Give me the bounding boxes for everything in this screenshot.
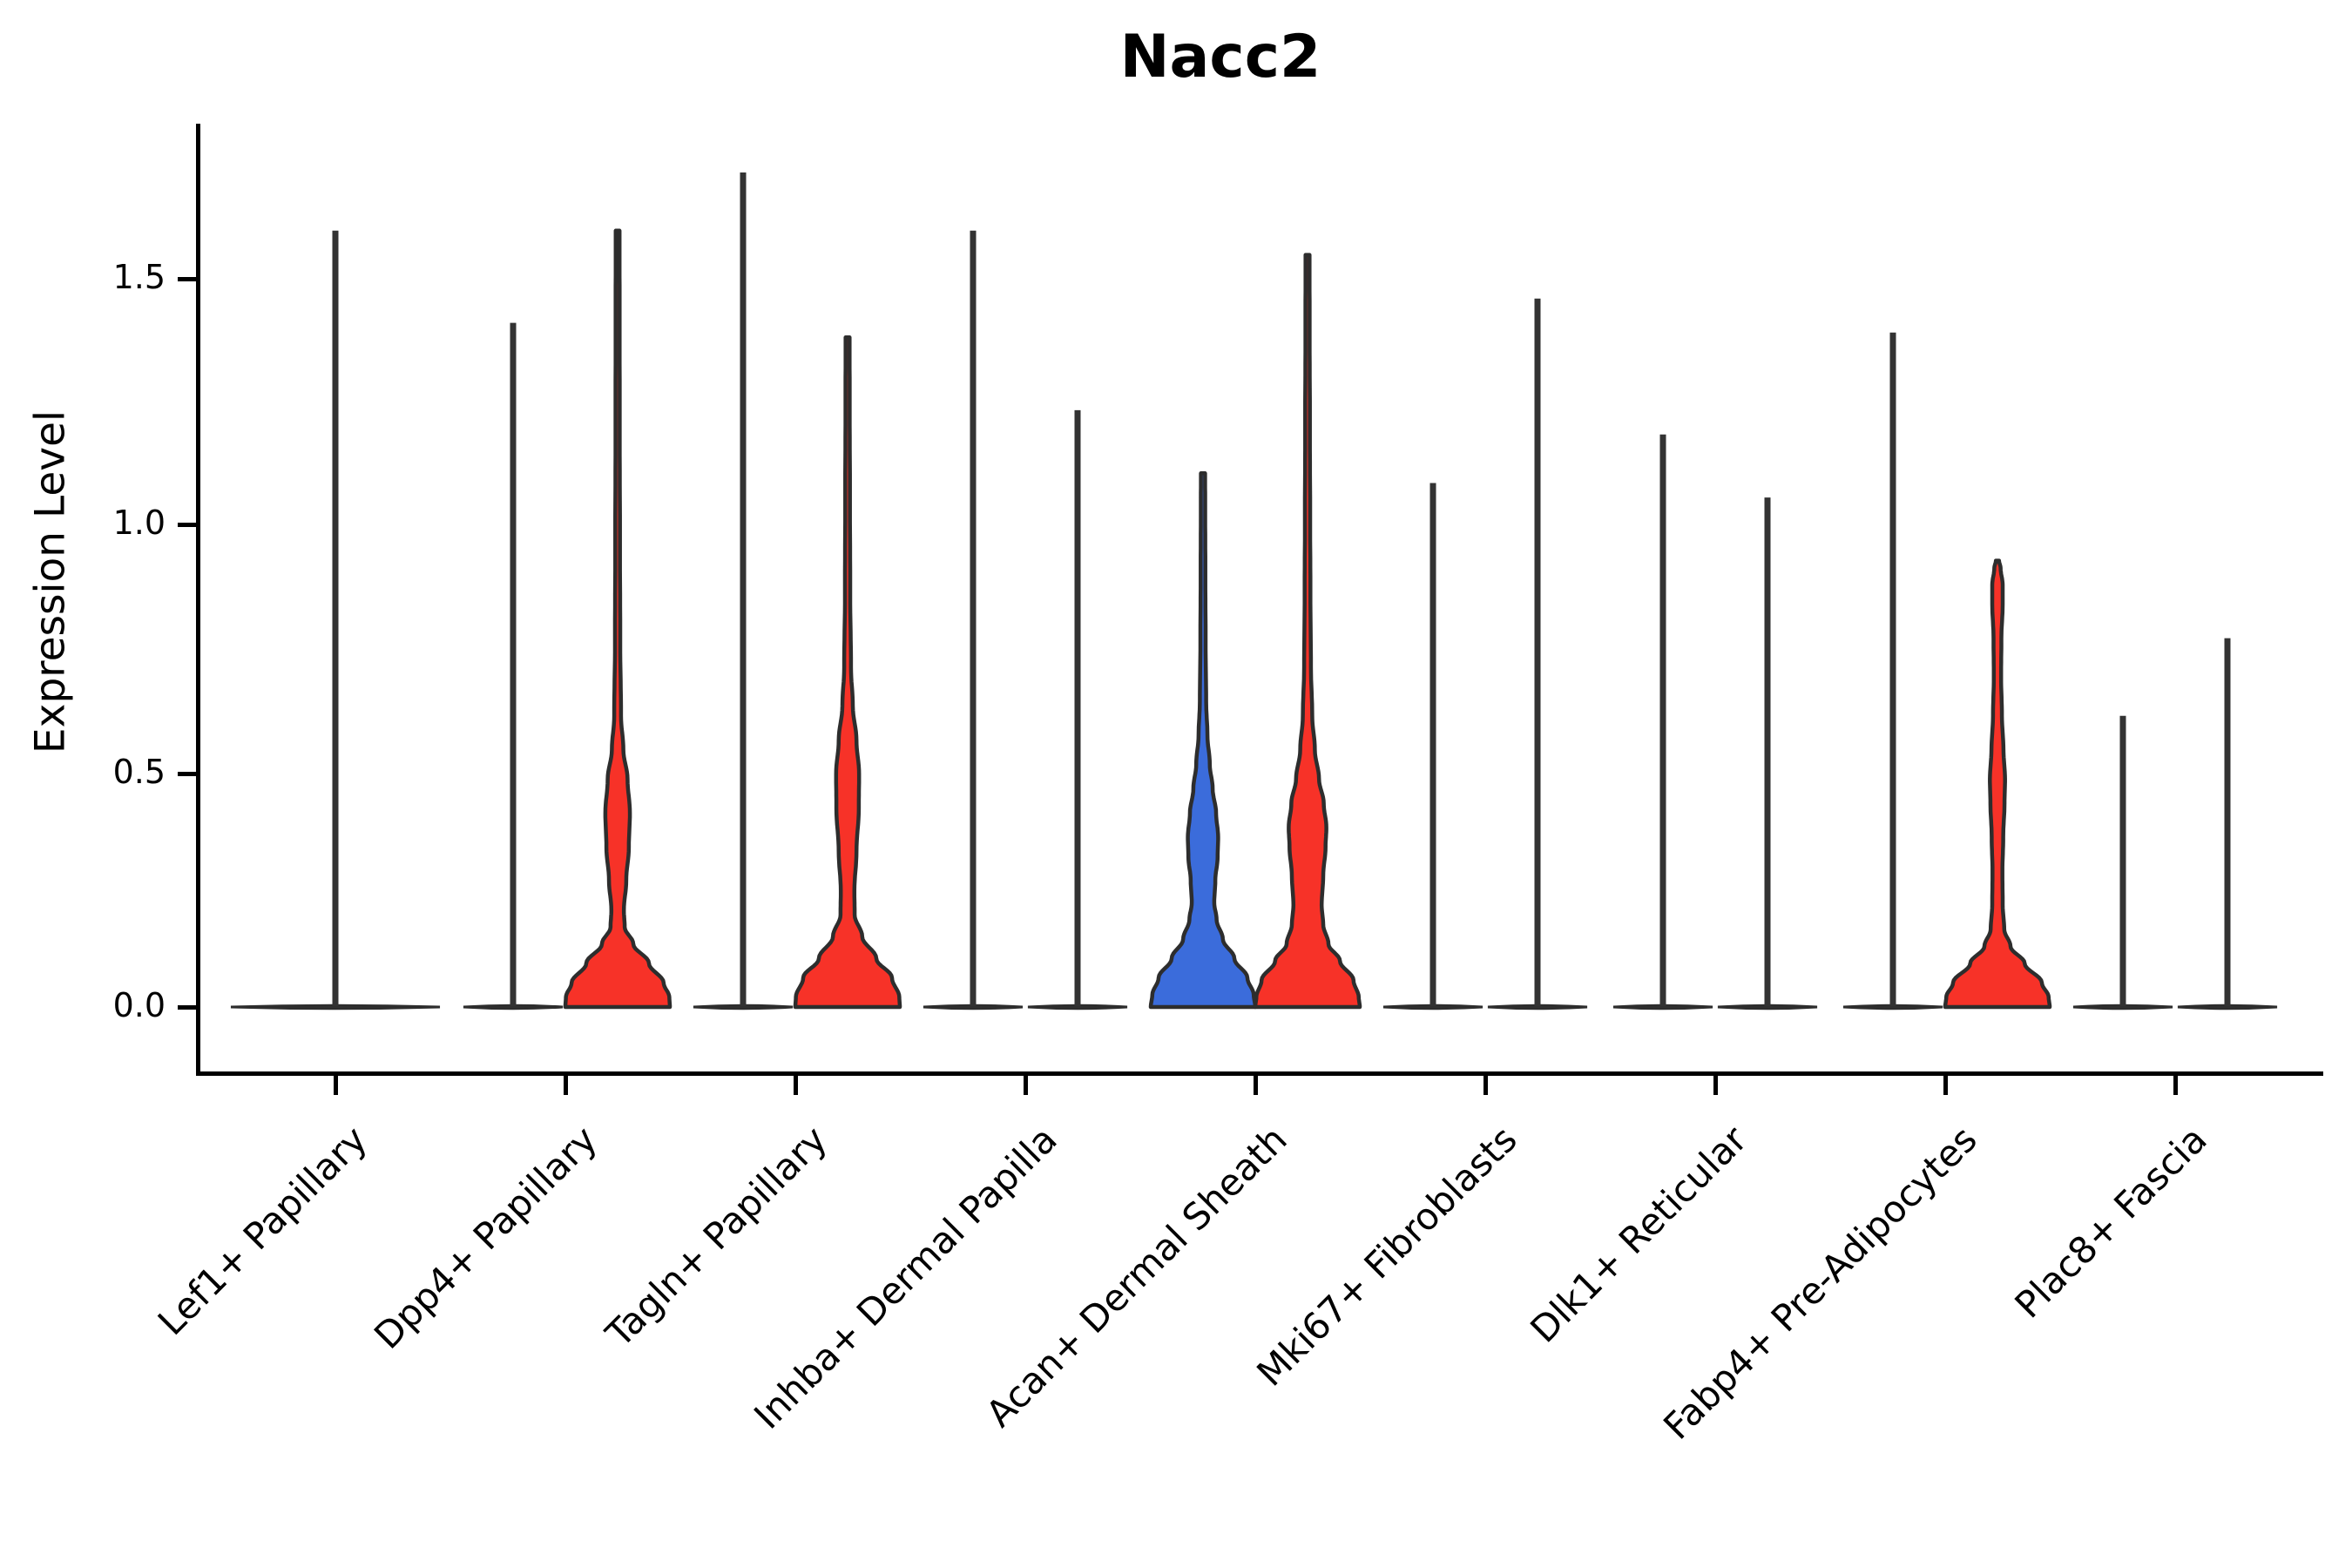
y-tick-mark: [178, 1005, 199, 1010]
y-axis-spine: [196, 124, 200, 1076]
x-tick-mark: [1713, 1076, 1718, 1095]
x-tick-mark: [1484, 1076, 1488, 1095]
violin-flat-base: [1842, 1004, 1943, 1010]
x-tick-mark: [2173, 1076, 2178, 1095]
violin-flat-base: [1027, 1004, 1128, 1010]
violin-flat-base: [1717, 1004, 1818, 1010]
y-tick-label: 0.0: [112, 986, 166, 1024]
y-tick-label: 1.5: [112, 258, 166, 296]
violin-flat-base: [463, 1004, 564, 1010]
x-axis-spine: [196, 1071, 2323, 1076]
violin-body: [1943, 558, 2052, 1010]
x-tick-mark: [334, 1076, 338, 1095]
violin-flat-base: [2177, 1004, 2278, 1010]
violin-body: [563, 228, 672, 1010]
x-tick-mark: [1024, 1076, 1028, 1095]
chart-title: Nacc2: [1119, 23, 1321, 91]
x-tick-mark: [794, 1076, 798, 1095]
violin-flat-base: [230, 1004, 441, 1010]
x-tick-mark: [564, 1076, 568, 1095]
violin-flat-base: [1382, 1004, 1484, 1010]
y-tick-mark: [178, 772, 199, 776]
violin-body: [1253, 253, 1362, 1010]
violin-flat-base: [923, 1004, 1024, 1010]
y-tick-mark: [178, 277, 199, 281]
violin-flat-base: [1487, 1004, 1588, 1010]
violin-body: [1148, 471, 1258, 1010]
violin-flat-base: [1612, 1004, 1713, 1010]
y-tick-label: 0.5: [112, 753, 166, 791]
y-tick-mark: [178, 523, 199, 527]
violin-flat-base: [2072, 1004, 2173, 1010]
x-tick-mark: [1254, 1076, 1258, 1095]
y-tick-label: 1.0: [112, 504, 166, 542]
violin-body: [793, 335, 902, 1010]
x-tick-mark: [1943, 1076, 1948, 1095]
violin-flat-base: [693, 1004, 794, 1010]
